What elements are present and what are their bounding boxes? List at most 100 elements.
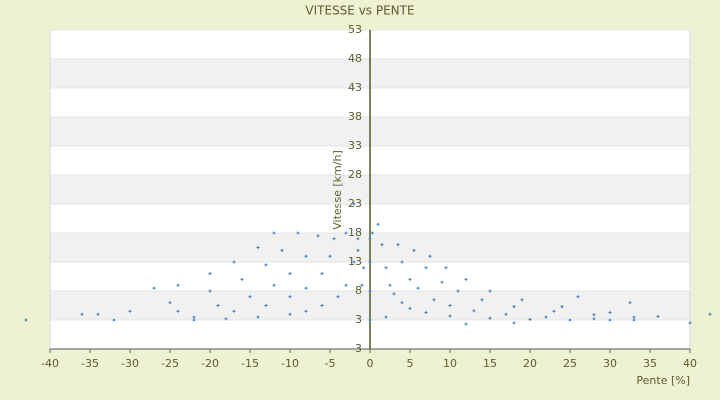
point [448,314,452,318]
x-tick-label: 30 [603,357,617,370]
point [370,231,374,235]
point [320,304,324,307]
point [304,309,308,313]
point [272,231,276,235]
point [544,315,548,319]
point [152,286,156,290]
point [456,289,460,293]
point [568,318,572,322]
point [128,309,132,313]
x-tick-label: -30 [121,357,139,370]
point [384,266,388,270]
point [232,309,236,313]
y-tick-label: 43 [348,81,362,94]
x-tick-label: 15 [483,357,497,370]
point [560,305,564,309]
point [400,260,404,264]
x-tick-label: -20 [201,357,219,370]
point [608,318,612,322]
point [264,263,268,267]
point [192,315,196,319]
x-tick-label: 5 [407,357,414,370]
point [576,295,580,299]
point [344,231,348,235]
x-tick-label: -10 [281,357,299,370]
point [488,289,492,293]
point [368,237,372,241]
x-tick-label: -5 [325,357,336,370]
point [356,248,360,252]
point [356,237,360,241]
point [216,304,220,307]
point [408,306,412,310]
point [368,260,372,264]
x-tick-label: 20 [523,357,537,370]
point [80,312,84,316]
point [448,304,452,307]
point [192,318,196,322]
point [376,222,380,226]
point [408,277,412,281]
point [264,304,268,307]
x-axis-title: Pente [%] [636,374,690,387]
point [512,305,516,309]
point [632,318,636,322]
point [384,315,388,319]
point [504,312,508,316]
point [224,317,228,321]
point [444,266,448,270]
point [288,272,292,276]
point [528,317,532,321]
point [240,277,244,281]
point [488,316,492,320]
y-tick-label: 33 [348,139,362,152]
point [512,321,516,325]
point [336,295,340,299]
point [208,272,212,276]
point [472,309,476,313]
x-tick-label: 10 [443,357,457,370]
point [328,254,332,258]
point [708,312,712,316]
point [96,312,100,316]
point [628,301,632,305]
point [440,280,444,284]
y-tick-label: 8 [355,284,362,297]
point [304,286,308,290]
point [400,301,404,305]
point [368,318,372,322]
point [360,283,364,287]
point [176,283,180,287]
x-tick-label: 35 [643,357,657,370]
point [392,292,396,296]
point [332,237,336,241]
point [368,289,372,293]
point [432,298,436,302]
chart-title: VITESSE vs PENTE [305,4,414,18]
point [24,318,28,322]
point [424,266,428,270]
x-tick-label: 0 [367,357,374,370]
y-tick-label: 48 [348,52,362,65]
point [248,295,252,299]
point [656,315,660,319]
point [632,315,636,319]
point [688,321,692,325]
point [480,298,484,302]
point [296,231,300,235]
point [412,248,416,252]
point [552,309,556,313]
point [592,317,596,321]
point [316,234,320,238]
point [304,254,308,258]
point [112,318,116,322]
point [208,289,212,293]
point [344,283,348,287]
point [396,243,400,247]
x-tick-label: -25 [161,357,179,370]
y-tick-label: 28 [348,168,362,181]
point [320,272,324,276]
x-tick-label: -35 [81,357,99,370]
